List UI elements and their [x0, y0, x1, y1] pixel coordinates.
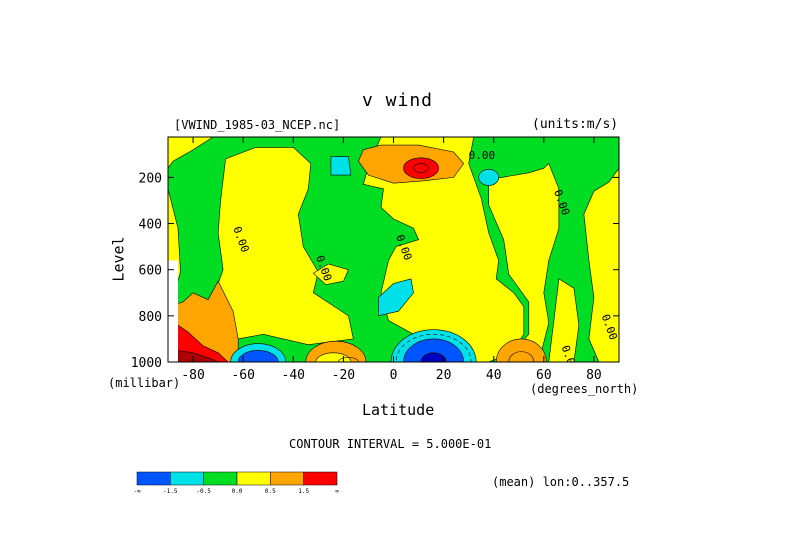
x-tick-label: 80: [586, 368, 602, 383]
x-tick-label: 20: [436, 368, 452, 383]
footer-mean-label: (mean) lon:0..357.5: [492, 475, 630, 489]
x-axis-label: Latitude: [362, 401, 435, 419]
contour-interval-label: CONTOUR INTERVAL = 5.000E-01: [289, 437, 492, 451]
x-tick-label: -60: [231, 368, 254, 383]
region-yellow-topleft: [168, 137, 214, 169]
contour-label: 0.00: [469, 149, 496, 162]
x-tick-label: 40: [486, 368, 502, 383]
y-tick-label: 1000: [131, 356, 162, 371]
region-yellow-pole: [583, 167, 619, 362]
x-tick-label: -40: [282, 368, 305, 383]
region-cyan-mid: [378, 278, 414, 317]
contour-line-2: [413, 163, 429, 174]
x-tick-label: -80: [181, 368, 204, 383]
y-tick-label: 400: [139, 218, 162, 233]
region-red-upperjet: [403, 157, 439, 179]
source-file-label: [VWIND_1985-03_NCEP.nc]: [174, 118, 341, 132]
y-tick-label: 200: [139, 171, 162, 186]
y-tick-label: 800: [139, 310, 162, 325]
x-tick-label: 0: [390, 368, 398, 383]
region-blue-lowsouth: [237, 350, 279, 362]
contour-line-1: [508, 351, 535, 362]
plot-area: 0.000.000.000.000.000.000.000.00: [168, 127, 619, 362]
y-tick-label: 600: [139, 264, 162, 279]
region-cyan-upper-east: [478, 169, 500, 186]
chart-title: v wind: [362, 90, 434, 111]
region-yellow-eastlow: [548, 278, 580, 362]
x-axis-units: (degrees_north): [530, 382, 639, 396]
contour-label: 0.00: [198, 127, 225, 140]
units-label: (units:m/s): [532, 117, 619, 132]
y-axis-units: (millibar): [108, 376, 181, 390]
x-tick-label: -20: [332, 368, 355, 383]
x-tick-label: 60: [536, 368, 552, 383]
region-cyan-upper: [330, 156, 352, 176]
region-yellow-east: [488, 162, 560, 362]
region-masked-terrain: [168, 260, 179, 362]
region-yellow-midpatch: [312, 263, 349, 286]
y-axis-label: Level: [109, 236, 128, 282]
